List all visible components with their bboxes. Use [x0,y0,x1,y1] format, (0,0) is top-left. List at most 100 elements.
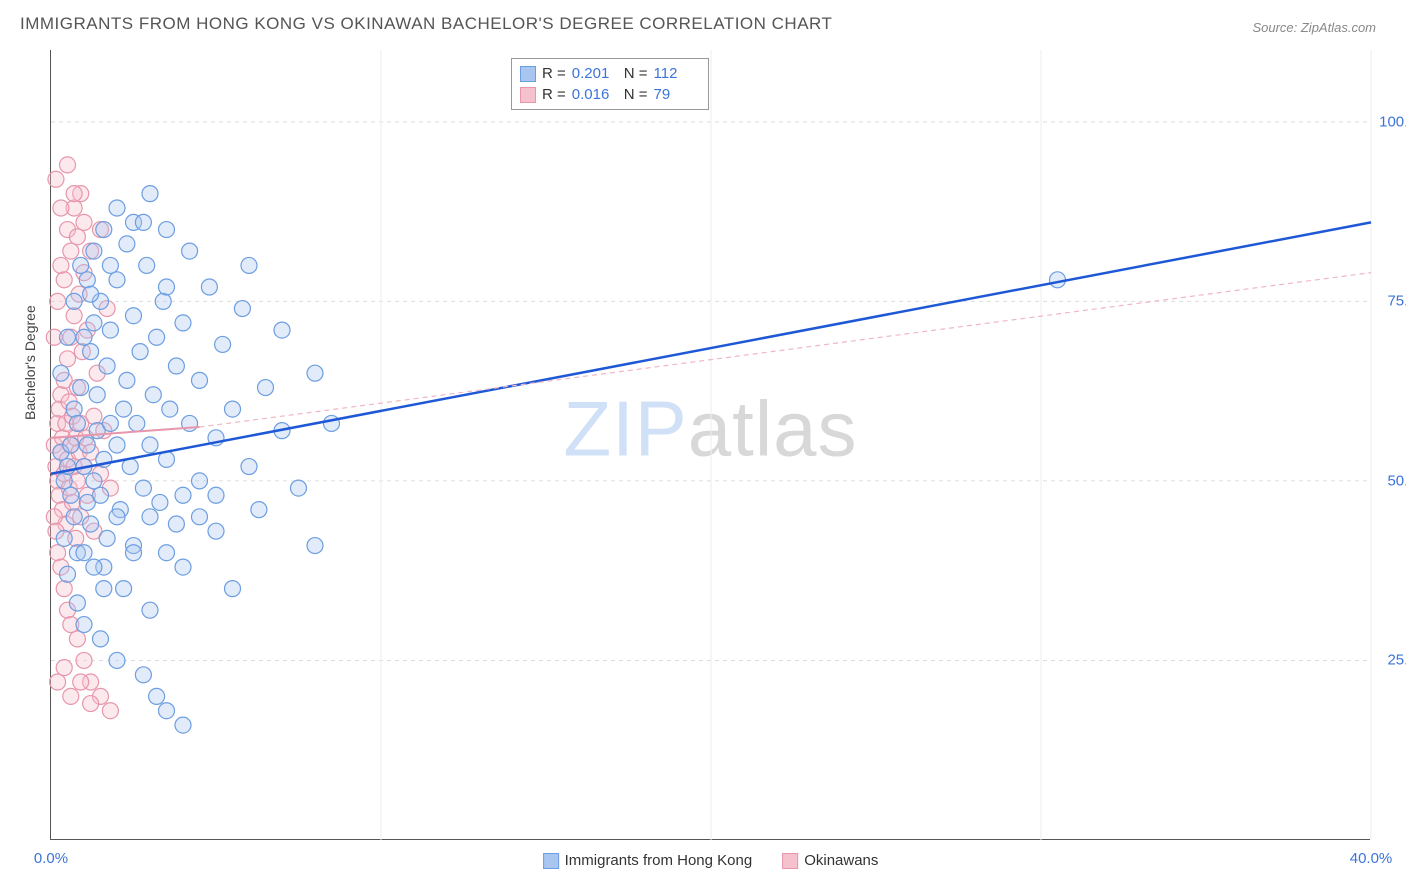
data-point [50,674,66,690]
data-point [69,631,85,647]
data-point [102,703,118,719]
data-point [53,257,69,273]
r-label: R = [542,65,566,82]
data-point [53,200,69,216]
data-point [79,272,95,288]
data-point [66,293,82,309]
data-point [76,545,92,561]
data-point [66,509,82,525]
x-tick-label: 0.0% [34,850,68,867]
data-point [234,301,250,317]
data-point [145,387,161,403]
data-point [182,243,198,259]
data-point [201,279,217,295]
data-point [307,538,323,554]
data-point [291,480,307,496]
data-point [159,703,175,719]
data-point [56,272,72,288]
data-point [215,336,231,352]
data-point [86,559,102,575]
data-point [116,401,132,417]
data-point [86,315,102,331]
data-point [168,358,184,374]
bottom-legend: Immigrants from Hong Kong Okinawans [543,852,879,869]
data-point [89,387,105,403]
y-tick-label: 50.0% [1375,472,1406,489]
data-point [241,459,257,475]
data-point [192,372,208,388]
data-point [50,545,66,561]
data-point [119,236,135,252]
data-point [83,696,99,712]
data-point [192,473,208,489]
data-point [192,509,208,525]
swatch-series-2 [520,87,536,103]
data-point [76,214,92,230]
data-point [69,415,85,431]
data-point [159,279,175,295]
data-point [159,545,175,561]
stat-row-1: R = 0.201 N = 112 [520,63,700,84]
data-point [66,401,82,417]
data-point [53,365,69,381]
data-point [126,308,142,324]
data-point [135,214,151,230]
data-point [83,516,99,532]
data-point [132,344,148,360]
data-point [73,380,89,396]
data-point [135,480,151,496]
data-point [307,365,323,381]
data-point [66,308,82,324]
data-point [83,344,99,360]
data-point [102,257,118,273]
data-point [96,581,112,597]
data-point [162,401,178,417]
data-point [60,157,76,173]
data-point [109,272,125,288]
data-point [139,257,155,273]
data-point [135,667,151,683]
data-point [63,688,79,704]
data-point [142,509,158,525]
chart-title: IMMIGRANTS FROM HONG KONG VS OKINAWAN BA… [20,14,832,34]
data-point [60,329,76,345]
swatch-series-2 [782,853,798,869]
data-point [168,516,184,532]
data-point [86,243,102,259]
data-point [208,523,224,539]
data-point [46,509,62,525]
data-point [56,660,72,676]
data-point [66,186,82,202]
data-point [324,415,340,431]
data-point [109,652,125,668]
r-value-1: 0.201 [572,65,618,82]
data-point [208,487,224,503]
y-tick-label: 75.0% [1375,293,1406,310]
data-point [48,171,64,187]
plot-area: ZIPatlas R = 0.201 N = 112 R = 0.016 N =… [50,50,1370,840]
data-point [93,631,109,647]
x-tick-label: 40.0% [1350,850,1393,867]
data-point [73,257,89,273]
data-point [142,186,158,202]
data-point [76,617,92,633]
n-label: N = [624,65,648,82]
data-point [175,559,191,575]
data-point [119,372,135,388]
swatch-series-1 [520,66,536,82]
data-point [99,358,115,374]
data-point [86,473,102,489]
data-point [83,286,99,302]
data-point [86,408,102,424]
data-point [102,322,118,338]
data-point [76,329,92,345]
trend-extension [200,273,1372,427]
data-point [63,437,79,453]
y-tick-label: 25.0% [1375,652,1406,669]
data-point [109,509,125,525]
data-point [69,595,85,611]
data-point [73,674,89,690]
data-point [149,329,165,345]
data-point [129,415,145,431]
r-label: R = [542,86,566,103]
